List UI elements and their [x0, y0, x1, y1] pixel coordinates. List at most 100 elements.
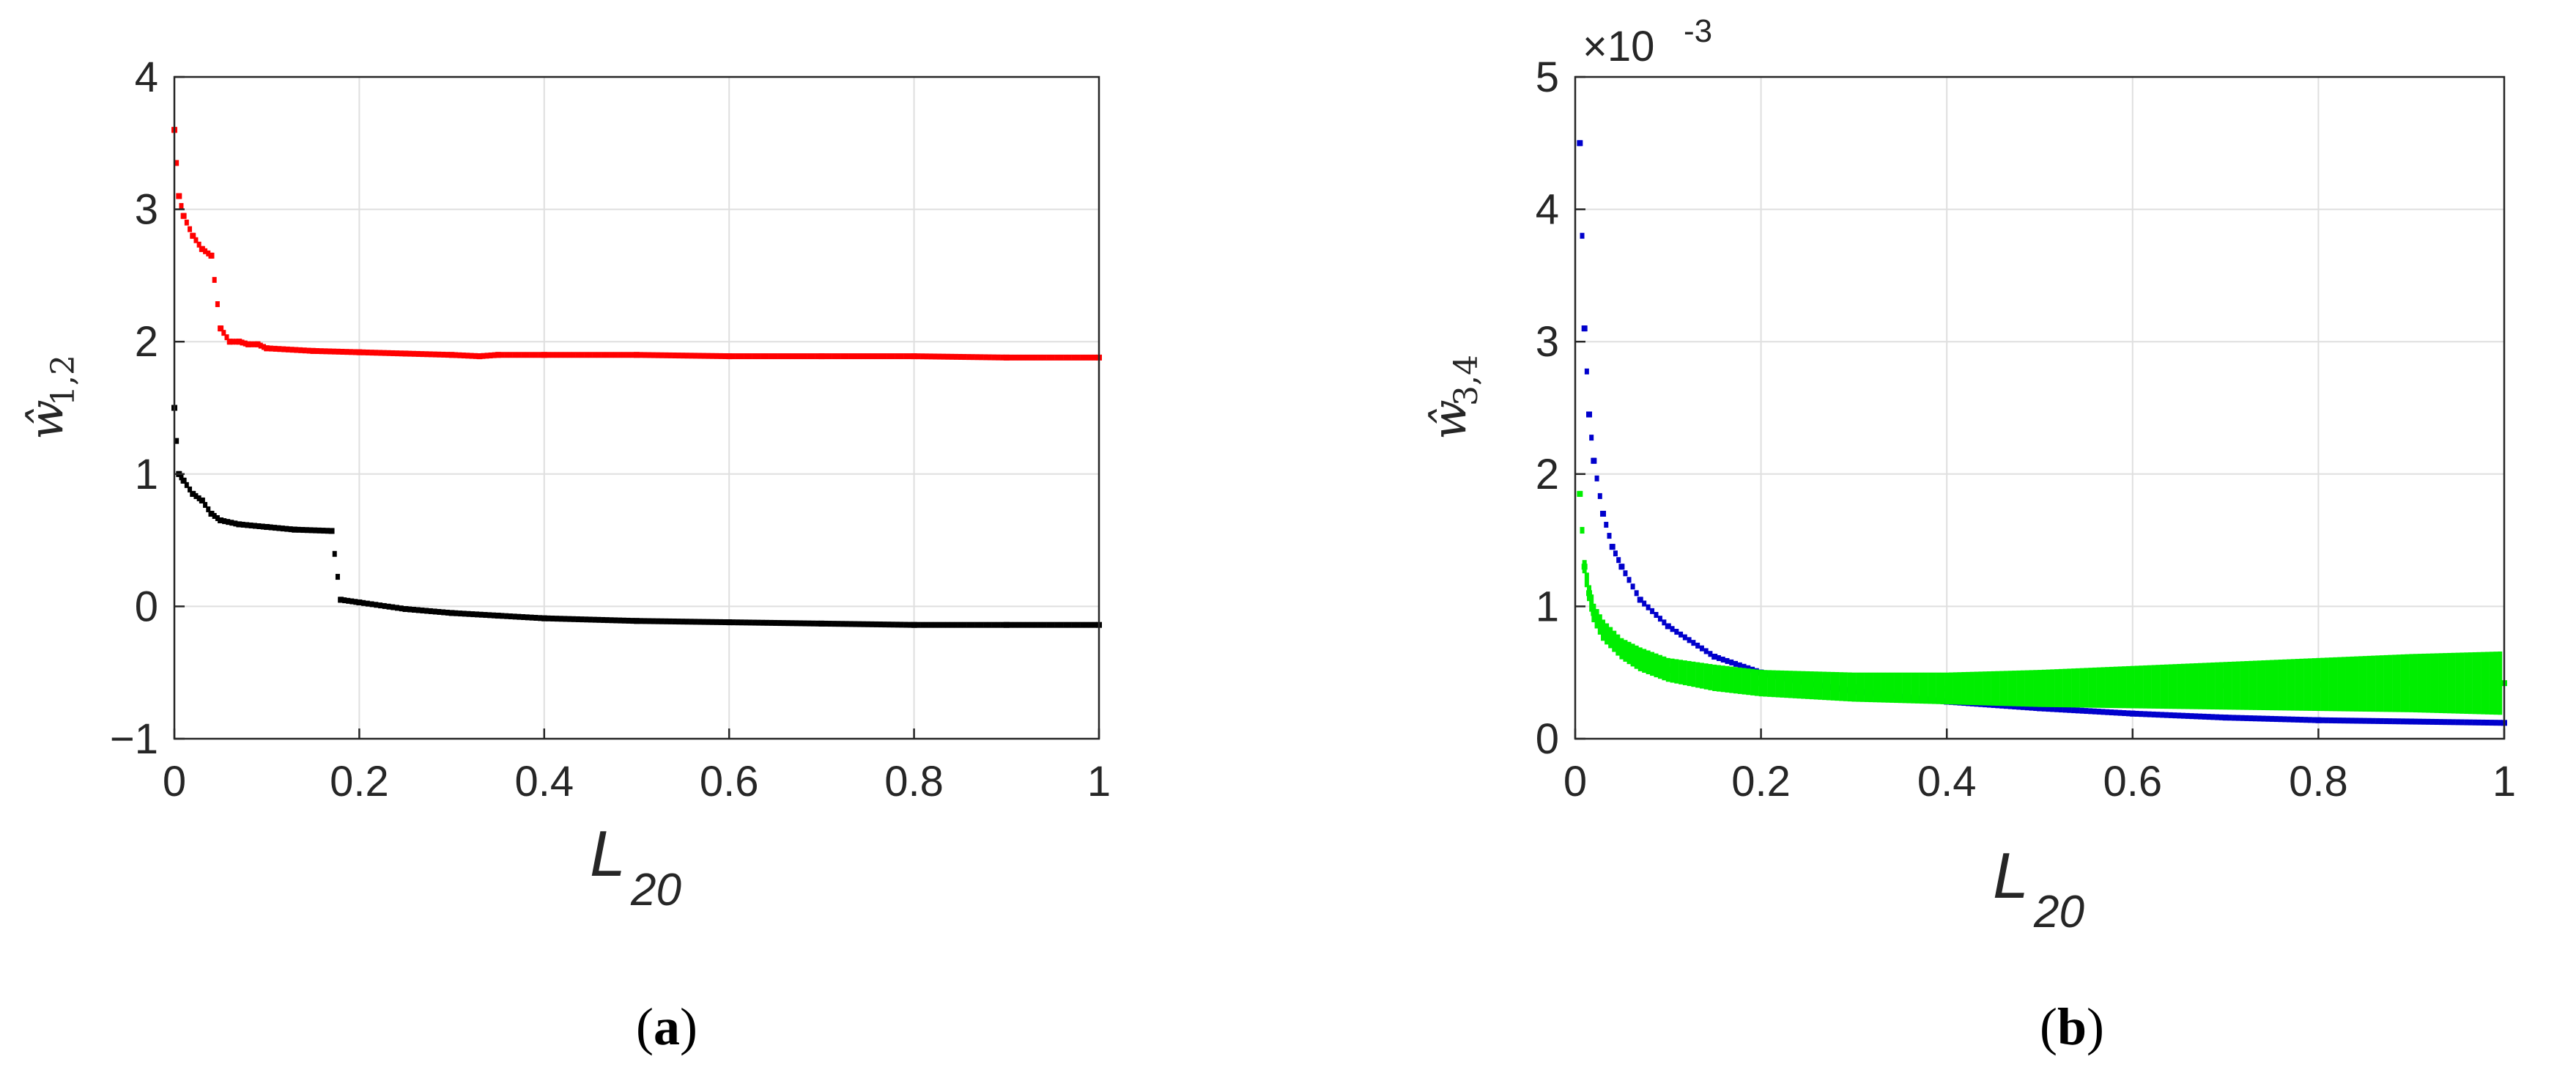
data-point	[1591, 610, 1597, 616]
data-point	[1630, 583, 1635, 590]
series-0	[1577, 140, 2507, 726]
data-point	[684, 619, 689, 625]
data-point	[208, 510, 215, 517]
data-point	[643, 352, 648, 358]
data-point	[911, 621, 917, 628]
data-point	[1589, 435, 1594, 441]
data-point	[415, 607, 421, 613]
data-point	[176, 193, 182, 199]
data-mark	[1961, 672, 1966, 705]
data-point	[475, 611, 480, 618]
data-mark	[1805, 671, 1810, 699]
data-point	[517, 352, 522, 358]
data-point	[1600, 627, 1607, 633]
data-point	[541, 615, 547, 621]
data-point	[2430, 718, 2435, 725]
data-mark	[1902, 672, 1907, 704]
data-mark	[1801, 671, 1806, 699]
data-mark	[1742, 668, 1747, 695]
data-point	[240, 339, 245, 346]
data-point	[179, 203, 184, 210]
data-point	[2315, 717, 2322, 723]
data-point	[887, 353, 892, 360]
data-point	[2341, 717, 2346, 724]
data-mark	[1695, 662, 1700, 688]
data-point	[1063, 621, 1068, 628]
data-point	[567, 616, 572, 622]
data-mark	[2155, 665, 2161, 709]
data-point	[1616, 557, 1621, 564]
data-point	[529, 352, 534, 358]
data-point	[807, 620, 812, 627]
data-point	[747, 619, 752, 626]
data-mark	[1608, 627, 1613, 649]
data-point	[2177, 712, 2182, 719]
data-point	[352, 349, 358, 355]
data-point	[193, 237, 199, 243]
data-point	[541, 352, 547, 358]
data-mark	[2232, 661, 2237, 710]
data-point	[245, 522, 250, 528]
data-point	[2155, 712, 2161, 718]
data-point	[340, 348, 345, 355]
data-point	[983, 621, 988, 628]
data-point	[461, 353, 466, 359]
data-point	[575, 616, 580, 622]
y-axis-label-main: ŵ	[1423, 399, 1477, 440]
data-point	[174, 160, 179, 166]
data-point	[865, 621, 870, 627]
data-point	[243, 340, 248, 347]
data-point	[308, 527, 314, 534]
data-point	[184, 482, 189, 488]
data-mark	[2202, 663, 2207, 709]
data-mark	[2447, 652, 2452, 714]
data-point	[760, 353, 766, 360]
data-point	[483, 612, 488, 619]
data-mark	[1767, 670, 1772, 697]
data-mark	[2451, 652, 2456, 714]
data-point	[730, 353, 736, 360]
data-mark	[2345, 657, 2350, 712]
data-point	[634, 352, 640, 358]
data-point	[399, 605, 404, 612]
data-point	[512, 613, 517, 620]
data-point	[681, 353, 686, 359]
data-point	[212, 512, 217, 519]
data-mark	[2354, 656, 2359, 712]
data-point	[428, 608, 433, 614]
data-point	[325, 528, 330, 534]
data-point	[2392, 718, 2397, 725]
data-mark	[2270, 660, 2274, 711]
data-mark	[2278, 660, 2283, 711]
data-point	[2185, 712, 2190, 719]
data-point	[2071, 707, 2076, 714]
data-point	[1581, 564, 1588, 570]
data-point	[215, 515, 220, 521]
data-point	[726, 619, 733, 626]
data-mark	[1974, 671, 1979, 706]
data-point	[525, 614, 530, 621]
data-point	[676, 619, 681, 625]
data-mark	[1754, 669, 1759, 696]
data-point	[634, 618, 640, 624]
data-point	[844, 621, 849, 627]
data-point	[853, 621, 858, 627]
data-point	[2062, 706, 2068, 713]
data-point	[563, 352, 568, 358]
data-point	[962, 621, 967, 628]
data-point	[2438, 719, 2443, 726]
y-tick-label: 5	[1536, 54, 1559, 101]
data-point	[953, 353, 958, 360]
data-point	[1067, 621, 1072, 628]
data-point	[895, 621, 900, 628]
data-point	[285, 346, 290, 353]
data-point	[319, 348, 324, 355]
data-point	[672, 619, 677, 625]
data-point	[744, 353, 749, 360]
data-mark	[2455, 652, 2460, 714]
y-axis-label: ŵ3,4	[1423, 355, 1485, 440]
data-mark	[1948, 672, 1953, 705]
data-mark	[2371, 655, 2376, 712]
data-point	[647, 618, 652, 624]
y-tick-label: 0	[1536, 715, 1559, 763]
